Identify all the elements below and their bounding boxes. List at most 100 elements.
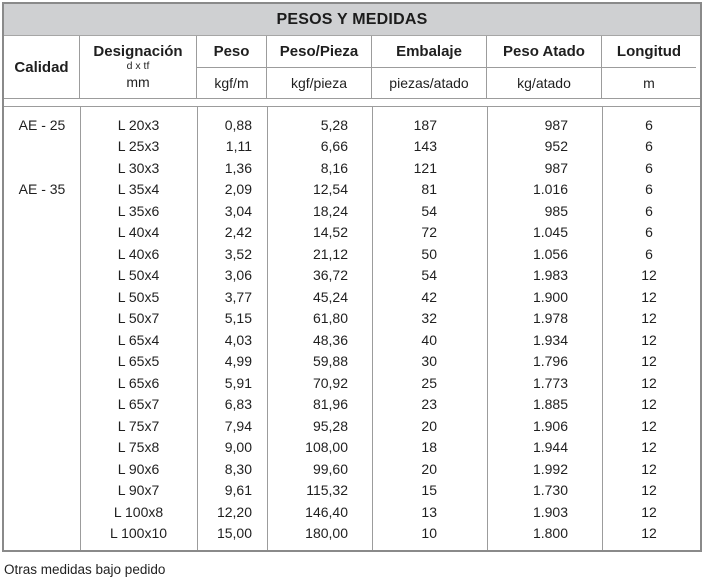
peso-atado-cell: 1.016 bbox=[532, 181, 568, 198]
table-header: Calidad Designación d x tf mm Peso Peso/… bbox=[4, 36, 700, 99]
peso-pieza-cell: 99,60 bbox=[312, 460, 348, 477]
peso-cell: 3,52 bbox=[224, 245, 252, 262]
peso-cell: 6,83 bbox=[224, 396, 252, 413]
peso-pieza-cell: 5,28 bbox=[320, 116, 348, 133]
embalaje-cell: 32 bbox=[421, 310, 437, 327]
column-unit-longitud: m bbox=[643, 75, 655, 91]
column-header-embalaje: Embalaje bbox=[372, 36, 487, 68]
designacion-cell: L 100x8 bbox=[113, 503, 164, 520]
peso-cell: 4,99 bbox=[224, 353, 252, 370]
designacion-cell: L 65x6 bbox=[117, 374, 160, 391]
peso-pieza-cell: 180,00 bbox=[305, 525, 348, 542]
designacion-unit: mm bbox=[126, 74, 150, 91]
peso-pieza-cell: 59,88 bbox=[312, 353, 348, 370]
peso-cell: 4,03 bbox=[224, 331, 252, 348]
designacion-cell: L 65x4 bbox=[117, 331, 160, 348]
column-divider bbox=[372, 107, 373, 550]
column-divider bbox=[487, 107, 488, 550]
peso-pieza-cell: 18,24 bbox=[312, 202, 348, 219]
table-body: AE - 25 L 20x3 0,88 5,28 187 987 6 L 25x3 1,11 6,… bbox=[4, 106, 700, 550]
calidad-cell bbox=[4, 437, 80, 459]
peso-pieza-cell: 108,00 bbox=[305, 439, 348, 456]
peso-cell: 5,91 bbox=[224, 374, 252, 391]
table-rows: AE - 25 L 20x3 0,88 5,28 187 987 6 L 25x3 1,11 6,… bbox=[4, 114, 700, 544]
peso-atado-cell: 1.900 bbox=[532, 288, 568, 305]
embalaje-cell: 30 bbox=[421, 353, 437, 370]
peso-cell: 9,00 bbox=[224, 439, 252, 456]
longitud-cell: 6 bbox=[645, 159, 653, 176]
calidad-cell: AE - 25 bbox=[18, 116, 66, 133]
designacion-cell: L 40x6 bbox=[117, 245, 160, 262]
calidad-cell bbox=[4, 372, 80, 394]
calidad-cell bbox=[4, 286, 80, 308]
longitud-cell: 12 bbox=[641, 439, 657, 456]
peso-atado-cell: 1.045 bbox=[532, 224, 568, 241]
calidad-cell bbox=[4, 329, 80, 351]
header-body-separator bbox=[4, 99, 700, 106]
peso-atado-cell: 987 bbox=[544, 116, 568, 133]
peso-atado-cell: 1.978 bbox=[532, 310, 568, 327]
calidad-cell bbox=[4, 308, 80, 330]
column-unit-peso-atado: kg/atado bbox=[487, 68, 602, 98]
embalaje-cell: 10 bbox=[421, 525, 437, 542]
peso-cell: 12,20 bbox=[216, 503, 252, 520]
calidad-cell bbox=[4, 501, 80, 523]
peso-pieza-cell: 95,28 bbox=[312, 417, 348, 434]
peso-pieza-cell: 115,32 bbox=[306, 482, 348, 499]
longitud-cell: 12 bbox=[641, 460, 657, 477]
calidad-cell bbox=[4, 222, 80, 244]
calidad-cell bbox=[4, 243, 80, 265]
longitud-cell: 12 bbox=[641, 331, 657, 348]
column-header-peso: Peso bbox=[197, 36, 267, 68]
embalaje-cell: 40 bbox=[421, 331, 437, 348]
column-header-peso-pieza: Peso/Pieza bbox=[267, 36, 372, 68]
designacion-label: Designación bbox=[93, 43, 183, 61]
designacion-cell: L 90x7 bbox=[117, 482, 160, 499]
peso-pieza-cell: 61,80 bbox=[312, 310, 348, 327]
embalaje-cell: 15 bbox=[421, 482, 437, 499]
embalaje-cell: 187 bbox=[413, 116, 437, 133]
designacion-cell: L 90x6 bbox=[117, 460, 160, 477]
calidad-cell bbox=[4, 480, 80, 502]
designacion-cell: L 50x4 bbox=[117, 267, 160, 284]
column-divider bbox=[80, 107, 81, 550]
peso-pieza-cell: 36,72 bbox=[312, 267, 348, 284]
column-header-longitud: Longitud bbox=[602, 36, 696, 68]
peso-atado-cell: 1.906 bbox=[532, 417, 568, 434]
longitud-cell: 12 bbox=[641, 353, 657, 370]
peso-atado-cell: 1.983 bbox=[532, 267, 568, 284]
designacion-cell: L 75x7 bbox=[117, 417, 160, 434]
peso-pieza-cell: 48,36 bbox=[312, 331, 348, 348]
column-unit-embalaje: piezas/atado bbox=[372, 68, 487, 98]
longitud-cell: 12 bbox=[641, 374, 657, 391]
calidad-cell bbox=[4, 265, 80, 287]
embalaje-cell: 50 bbox=[421, 245, 437, 262]
peso-atado-cell: 1.934 bbox=[532, 331, 568, 348]
peso-cell: 9,61 bbox=[224, 482, 252, 499]
embalaje-cell: 54 bbox=[421, 202, 437, 219]
peso-atado-cell: 1.992 bbox=[532, 460, 568, 477]
longitud-cell: 6 bbox=[645, 202, 653, 219]
peso-pieza-cell: 146,40 bbox=[305, 503, 348, 520]
column-header-peso-atado: Peso Atado bbox=[487, 36, 602, 68]
longitud-cell: 12 bbox=[641, 288, 657, 305]
peso-cell: 3,06 bbox=[224, 267, 252, 284]
longitud-cell: 6 bbox=[645, 138, 653, 155]
peso-pieza-cell: 6,66 bbox=[320, 138, 348, 155]
peso-pieza-cell: 21,12 bbox=[312, 245, 348, 262]
peso-cell: 0,88 bbox=[224, 116, 252, 133]
peso-pieza-cell: 8,16 bbox=[320, 159, 348, 176]
peso-atado-cell: 1.730 bbox=[532, 482, 568, 499]
peso-atado-cell: 1.800 bbox=[532, 525, 568, 542]
column-divider bbox=[602, 107, 603, 550]
peso-cell: 7,94 bbox=[224, 417, 252, 434]
peso-cell: 3,04 bbox=[224, 202, 252, 219]
peso-pieza-cell: 14,52 bbox=[312, 224, 348, 241]
longitud-cell: 6 bbox=[645, 181, 653, 198]
embalaje-cell: 23 bbox=[421, 396, 437, 413]
calidad-cell bbox=[4, 351, 80, 373]
peso-atado-cell: 1.796 bbox=[532, 353, 568, 370]
longitud-cell: 6 bbox=[645, 245, 653, 262]
designacion-cell: L 35x6 bbox=[117, 202, 160, 219]
specs-table: PESOS Y MEDIDAS Calidad Designación d x … bbox=[2, 2, 702, 552]
